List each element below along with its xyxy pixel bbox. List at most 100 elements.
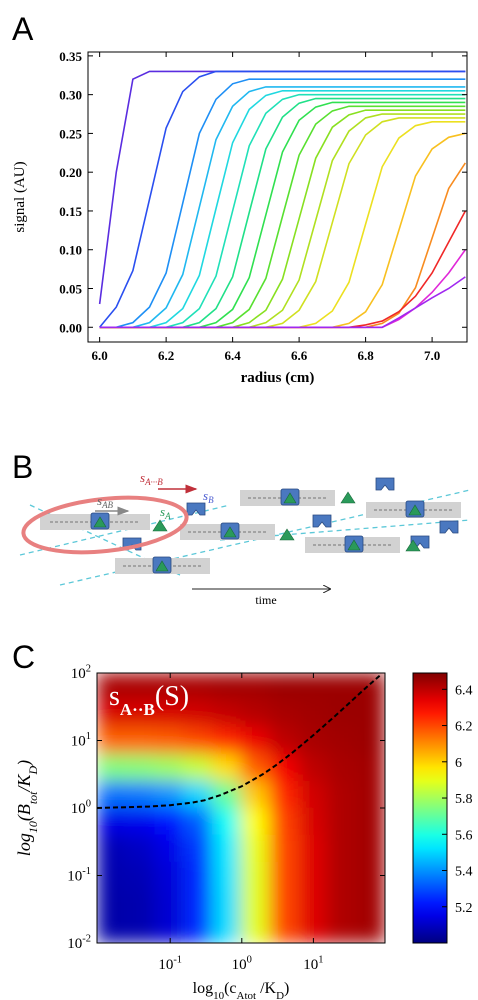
- heatmap-cell: [183, 726, 213, 755]
- tick-label: 101: [71, 731, 91, 750]
- heatmap-cell: [269, 807, 299, 836]
- rate-label: sA: [160, 504, 171, 521]
- threshold-curve: [97, 673, 383, 809]
- heatmap-cell: [269, 673, 299, 701]
- tick-base: 10: [71, 801, 86, 817]
- heatmap-cell: [183, 699, 213, 728]
- data-line: [99, 249, 466, 329]
- tick-exponent: -2: [82, 933, 91, 944]
- tick-label: 6.4: [224, 348, 241, 363]
- tick-label: 0.25: [59, 126, 82, 141]
- tick-label: 100: [71, 798, 91, 817]
- heatmap-cell: [154, 726, 184, 755]
- tick-base: 10: [71, 666, 86, 682]
- tick-exponent: 0: [86, 798, 91, 809]
- heatmap-cell: [269, 699, 299, 728]
- heatmap-cell: [327, 699, 357, 728]
- plot-frame: [87, 51, 468, 343]
- data-line: [99, 78, 466, 329]
- tick-label: 0.20: [59, 165, 82, 180]
- panel-label: B: [12, 449, 33, 485]
- heatmap-cell: [211, 915, 242, 943]
- heatmap-cell: [154, 915, 184, 943]
- heatmap-cell: [183, 673, 213, 701]
- heatmap-cell: [211, 753, 242, 782]
- heatmap-cell: [355, 753, 385, 782]
- label-sub: AB: [101, 500, 113, 510]
- tick-label: 10-1: [67, 866, 91, 885]
- tick-exponent: 2: [86, 663, 91, 674]
- heatmap-cell: [355, 834, 385, 863]
- heatmap-cell: [125, 807, 155, 836]
- heatmap-cell: [125, 888, 155, 917]
- subscript: Atot: [237, 990, 257, 1000]
- label-part: /K: [256, 980, 276, 997]
- heatmap-cell: [327, 861, 357, 890]
- tick-label: 10-2: [67, 933, 91, 952]
- ligands: [93, 491, 422, 572]
- label-part: ): [284, 980, 289, 997]
- tick-exponent: 1: [86, 731, 91, 742]
- tick-exponent: 0: [247, 954, 252, 965]
- heatmap-cell: [355, 807, 385, 836]
- tick-label: 0.00: [59, 320, 82, 335]
- panel-label: C: [12, 639, 35, 675]
- colorbar-tick-label: 5.8: [455, 792, 473, 807]
- tick-exponent: -1: [82, 866, 91, 877]
- heatmap-cell: [269, 888, 299, 917]
- subscript: D: [26, 765, 40, 775]
- label-part: /K: [14, 773, 34, 792]
- heatmap-cell: [355, 673, 385, 701]
- heatmap-cell: [269, 834, 299, 863]
- x-axis-label: radius (cm): [241, 370, 315, 386]
- heatmap-cell: [154, 861, 184, 890]
- heatmap-cell: [298, 780, 328, 809]
- heatmap-cell: [211, 861, 242, 890]
- panel-b: B: [12, 449, 471, 607]
- heatmap-cell: [240, 780, 271, 809]
- annotation-part: (S): [155, 681, 189, 712]
- heatmap-cell: [355, 915, 385, 943]
- heatmap-cell: [327, 834, 357, 863]
- subscript: tot: [26, 791, 40, 804]
- tick-base: 10: [158, 957, 173, 973]
- colorbar-tick-label: 5.2: [455, 901, 473, 916]
- data-line: [99, 162, 467, 329]
- label-part: log: [14, 833, 34, 856]
- heatmap-cell: [355, 699, 385, 728]
- heatmap-cell: [154, 699, 184, 728]
- label-part: log: [193, 980, 213, 997]
- tick-label: 6.8: [357, 348, 374, 363]
- plot-lines: [98, 70, 467, 329]
- heatmap-cell: [125, 753, 155, 782]
- tick-label: 0.15: [59, 204, 82, 219]
- heatmap-cell: [183, 861, 213, 890]
- tick-label: 7.0: [424, 348, 440, 363]
- heatmap-cell: [211, 673, 242, 701]
- heatmap-cell: [298, 753, 328, 782]
- colorbar-tick-label: 5.4: [455, 865, 473, 880]
- heatmap-cell: [125, 726, 155, 755]
- data-line: [99, 70, 466, 328]
- heatmap-cell: [327, 780, 357, 809]
- heatmap-cell: [154, 673, 184, 701]
- heatmap-cell: [154, 807, 184, 836]
- heatmap-cell: [240, 726, 271, 755]
- tick-label: 6.6: [291, 348, 308, 363]
- tick-base: 10: [232, 957, 247, 973]
- heatmap-cell: [97, 888, 127, 917]
- heatmap-cell: [269, 726, 299, 755]
- heatmap-cell: [355, 888, 385, 917]
- heatmap-cell: [211, 699, 242, 728]
- heatmap-cell: [97, 834, 127, 863]
- heatmap-cell: [154, 888, 184, 917]
- axis-label: log10(cAtot /KD): [193, 980, 290, 1000]
- heatmap-cell: [298, 726, 328, 755]
- y-axis-label: signal (AU): [12, 161, 28, 232]
- label-main: s: [140, 470, 145, 485]
- tick-label: 100: [232, 954, 252, 973]
- colorbar: [412, 672, 448, 944]
- data-line: [99, 97, 466, 329]
- tick-label: 102: [71, 663, 91, 682]
